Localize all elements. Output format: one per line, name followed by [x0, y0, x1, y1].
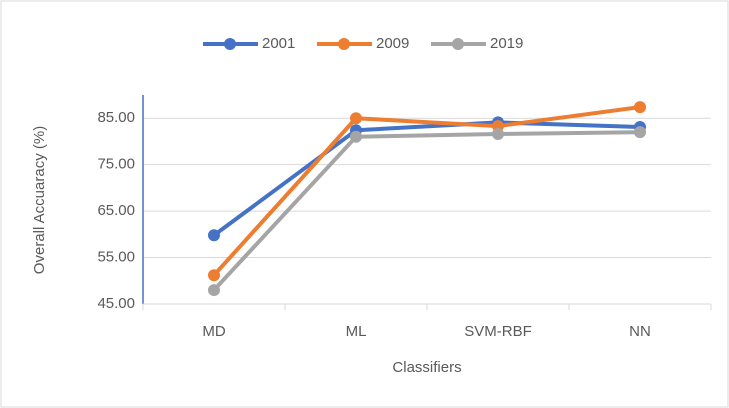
x-tick-label: NN [629, 323, 651, 340]
series-line [212, 105, 641, 277]
point [208, 269, 220, 282]
y-tick-label: 45.00 [97, 295, 135, 312]
legend-label: 2001 [262, 35, 295, 52]
legend-label: 2009 [376, 35, 409, 52]
x-tick-label: SVM-RBF [464, 323, 532, 340]
series-line [212, 130, 641, 292]
y-tick-label: 75.00 [97, 156, 135, 173]
legend-marker [338, 38, 350, 50]
point [350, 112, 362, 125]
x-tick-label: ML [346, 323, 367, 340]
point [634, 101, 646, 114]
y-axis-title: Overall Accuaracy (%) [31, 126, 48, 274]
y-tick-label: 55.00 [97, 249, 135, 266]
point [492, 128, 504, 141]
point [350, 130, 362, 143]
legend-marker [452, 38, 464, 50]
legend-label: 2019 [490, 35, 523, 52]
y-tick-label: 85.00 [97, 109, 135, 126]
point [634, 126, 646, 139]
series-line [212, 120, 641, 237]
legend-marker [224, 38, 236, 50]
x-tick-label: MD [202, 323, 225, 340]
x-axis-title: Classifiers [392, 359, 461, 376]
point [208, 284, 220, 297]
point [208, 229, 220, 242]
y-tick-label: 65.00 [97, 202, 135, 219]
